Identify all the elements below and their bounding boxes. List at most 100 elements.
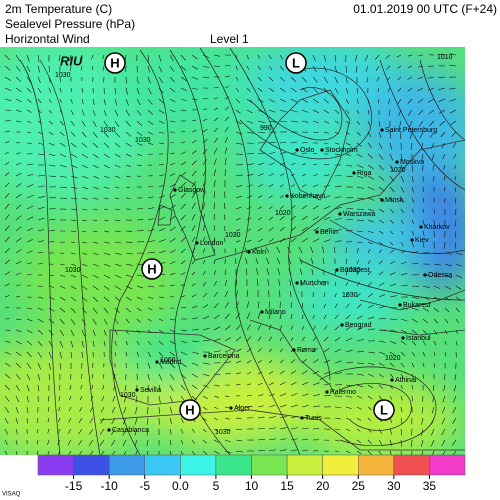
wind-arrow — [389, 153, 394, 161]
wind-arrow — [399, 120, 402, 128]
wind-arrow — [279, 173, 285, 177]
wind-arrow — [169, 76, 175, 83]
wind-arrow — [4, 417, 9, 424]
wind-arrow — [427, 98, 435, 103]
wind-arrow — [69, 54, 72, 61]
wind-arrow — [26, 173, 34, 177]
wind-arrow — [15, 450, 18, 455]
wind-arrow — [257, 336, 262, 342]
wind-arrow — [235, 218, 241, 221]
wind-arrow — [256, 279, 259, 287]
wind-arrow — [356, 120, 360, 125]
wind-arrow — [257, 152, 265, 155]
wind-arrow — [26, 362, 32, 369]
wind-arrow — [334, 109, 340, 114]
wind-arrow — [224, 65, 231, 67]
wind-arrow — [367, 153, 374, 159]
wind-arrow — [301, 381, 309, 386]
wind-arrow — [15, 152, 21, 155]
wind-arrow — [290, 120, 298, 123]
city-dot — [380, 198, 384, 202]
wind-arrow — [345, 98, 349, 104]
wind-arrow — [213, 137, 218, 144]
wind-arrow — [147, 362, 151, 369]
wind-arrow — [180, 351, 188, 356]
wind-arrow — [147, 65, 150, 73]
wind-arrow — [345, 314, 351, 320]
wind-arrow — [81, 329, 85, 337]
colorbar-tick-label: -10 — [100, 479, 118, 493]
wind-arrow — [235, 240, 241, 243]
wind-arrow — [334, 450, 340, 453]
city-label: Bukarest — [403, 302, 431, 309]
wind-arrow — [279, 237, 286, 243]
wind-arrow — [26, 65, 31, 73]
wind-arrow — [367, 241, 373, 245]
wind-arrow — [103, 230, 110, 233]
wind-arrow — [374, 54, 380, 60]
pressure-label: 1030 — [65, 267, 81, 274]
wind-arrow — [345, 349, 353, 353]
wind-arrow — [356, 303, 362, 309]
wind-arrow — [246, 217, 251, 221]
wind-arrow — [70, 318, 76, 325]
wind-arrow — [441, 142, 446, 149]
wind-arrow — [202, 339, 210, 342]
wind-arrow — [301, 358, 307, 364]
wind-arrow — [169, 450, 172, 455]
wind-arrow — [432, 395, 435, 403]
wind-arrow — [397, 87, 402, 93]
wind-arrow — [452, 439, 457, 446]
wind-arrow — [235, 301, 240, 309]
wind-arrow — [411, 208, 414, 214]
wind-arrow — [59, 76, 61, 83]
wind-arrow — [278, 279, 281, 287]
wind-arrow — [122, 417, 127, 425]
city-dot — [390, 378, 394, 382]
wind-arrow — [4, 130, 11, 133]
wind-arrow — [37, 217, 45, 221]
wind-arrow — [147, 131, 154, 135]
wind-arrow — [125, 164, 132, 168]
wind-arrow — [26, 87, 32, 93]
city-label: Stockholm — [325, 147, 358, 154]
wind-arrow — [433, 329, 438, 335]
wind-arrow — [356, 219, 364, 222]
wind-arrow — [80, 54, 83, 61]
wind-arrow — [455, 208, 457, 216]
wind-arrow — [191, 248, 196, 254]
wind-arrow — [268, 152, 276, 155]
wind-arrow — [125, 120, 131, 127]
wind-arrow — [389, 283, 397, 287]
wind-arrow — [202, 450, 208, 455]
wind-arrow — [4, 362, 11, 367]
wind-arrow — [91, 384, 94, 390]
wind-arrow — [15, 395, 20, 403]
wind-arrow — [213, 338, 221, 342]
wind-arrow — [411, 175, 414, 183]
wind-arrow — [257, 109, 265, 113]
wind-arrow — [290, 226, 297, 232]
wind-arrow — [103, 164, 110, 169]
wind-arrow — [58, 384, 61, 391]
wind-arrow — [114, 208, 120, 210]
wind-arrow — [411, 230, 415, 236]
wind-arrow — [378, 439, 383, 446]
wind-arrow — [246, 348, 252, 353]
wind-arrow — [323, 87, 329, 94]
wind-arrow — [70, 351, 73, 359]
wind-arrow — [257, 206, 262, 210]
wind-arrow — [48, 296, 55, 300]
wind-arrow — [136, 351, 140, 357]
header-line: Horizontal Wind — [5, 32, 90, 46]
wind-arrow — [257, 162, 265, 166]
wind-arrow — [411, 307, 419, 311]
wind-arrow — [400, 318, 408, 322]
wind-arrow — [169, 54, 174, 62]
wind-arrow — [169, 162, 176, 166]
wind-arrow — [290, 438, 298, 441]
city-label: London — [200, 240, 223, 247]
wind-arrow — [400, 439, 402, 447]
wind-arrow — [92, 252, 99, 256]
pressure-label: 1030 — [135, 137, 151, 144]
